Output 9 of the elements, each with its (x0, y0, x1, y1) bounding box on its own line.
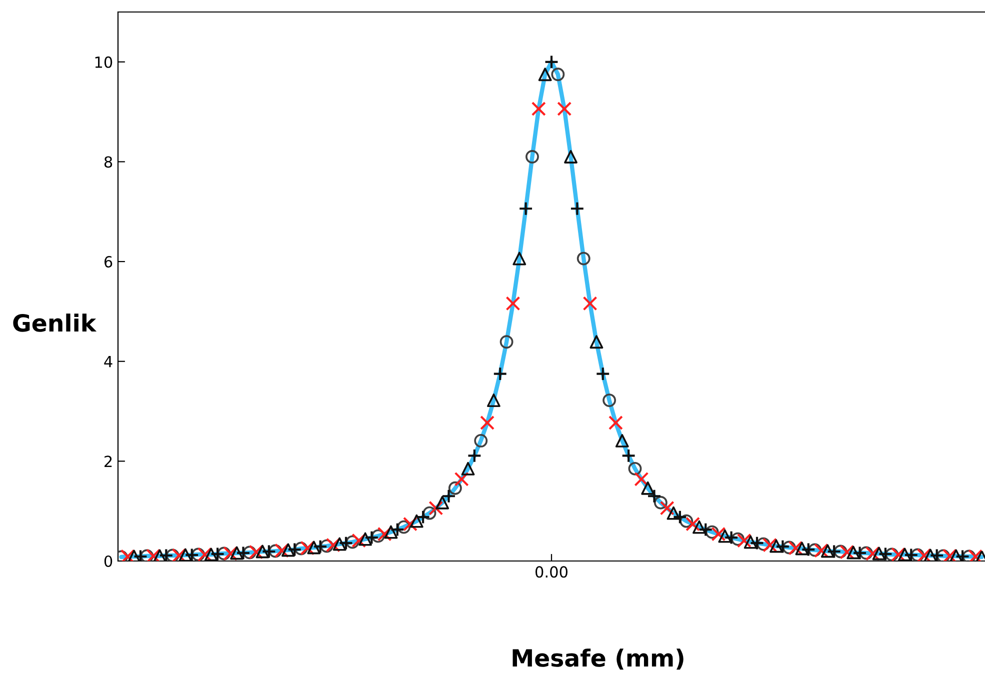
y-tick-label: 2 (104, 456, 112, 467)
y-tick-label: 10 (95, 56, 112, 68)
y-tick-label: 0 (104, 555, 112, 568)
x-tick-label: 0.00 (536, 566, 568, 578)
x-axis-title: Mesafe (mm) (512, 648, 684, 670)
y-axis-title: Genlik (13, 314, 97, 332)
y-tick-label: 6 (104, 256, 112, 268)
y-tick-label: 4 (104, 356, 112, 368)
y-tick-label: 8 (104, 156, 112, 168)
